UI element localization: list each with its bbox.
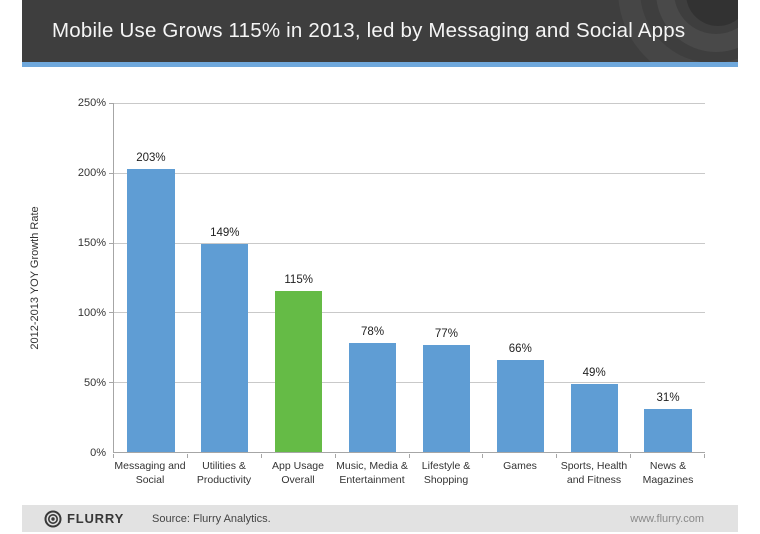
bar-value-label: 115%: [284, 274, 313, 287]
flurry-brand-text: FLURRY: [67, 511, 125, 526]
bar: 31%: [644, 392, 692, 452]
bar-category-label: News & Magazines: [642, 460, 694, 486]
y-axis-tick: [109, 382, 114, 384]
source-credit: Source: Flurry Analytics.: [152, 512, 271, 525]
bar-value-label: 77%: [434, 327, 458, 340]
bar-columns: 203% 149% 115% 78% 77% 66% 49% 31%: [114, 103, 705, 452]
bar-column: 203%: [114, 103, 188, 452]
bar: 115%: [275, 274, 323, 452]
slide-footer: FLURRY Source: Flurry Analytics. www.flu…: [22, 505, 738, 532]
bar-category-label: App Usage Overall: [272, 460, 324, 486]
bar-column: 66%: [483, 103, 557, 452]
bar-category-label: Games: [503, 460, 537, 472]
y-axis-tick-label: 150%: [77, 237, 106, 249]
y-axis-tick-label: 50%: [83, 377, 106, 389]
bar: 49%: [570, 367, 618, 452]
bar: 78%: [348, 326, 397, 452]
bar-category-label: Lifestyle & Shopping: [421, 460, 471, 486]
flurry-rings-icon: [44, 510, 62, 528]
y-axis-tick-label: 250%: [77, 97, 106, 109]
bar: 66%: [496, 343, 544, 452]
y-axis-tick: [109, 242, 114, 244]
gridline: [114, 312, 705, 314]
slide-title: Mobile Use Grows 115% in 2013, led by Me…: [52, 19, 686, 42]
bar-value-label: 149%: [210, 227, 240, 239]
bar-category-label: Utilities & Productivity: [196, 460, 252, 486]
x-axis-tick-cell: [336, 454, 410, 458]
x-axis-tick-cell: [557, 454, 632, 458]
category-labels: Messaging and Social Utilities & Producti…: [113, 460, 705, 487]
y-axis-tick: [109, 103, 114, 104]
flurry-rings-decoration-icon: [686, 0, 738, 26]
gridline: [114, 382, 705, 384]
y-axis-title: 2012-2013 YOY Growth Rate: [29, 206, 41, 350]
y-axis-tick: [109, 312, 114, 314]
bar-column: 78%: [336, 103, 410, 452]
x-axis-tick-cell: [410, 454, 484, 458]
y-axis-tick: [109, 172, 114, 174]
bar-category-label: Messaging and Social: [114, 460, 186, 486]
x-axis-tick-cell: [188, 454, 262, 458]
slide-header: Mobile Use Grows 115% in 2013, led by Me…: [22, 0, 738, 62]
bar-value-label: 203%: [136, 151, 166, 164]
website-link[interactable]: www.flurry.com: [630, 512, 704, 525]
bar-category-label: Music, Media & Entertainment: [336, 460, 408, 486]
flurry-logo: FLURRY: [44, 510, 124, 528]
x-axis-tick-cell: [114, 454, 188, 458]
bar-column: 115%: [262, 103, 336, 452]
x-axis-tick-cell: [631, 454, 705, 458]
bar-category-label: Sports, Health and Fitness: [560, 460, 628, 486]
bar: 149%: [201, 227, 249, 452]
gridline: [114, 172, 705, 174]
bar-value-label: 78%: [361, 326, 385, 339]
bar-value-label: 31%: [656, 391, 680, 404]
x-axis-tick-cell: [262, 454, 336, 458]
bar-value-label: 66%: [508, 342, 532, 355]
gridline: [114, 242, 705, 244]
bar-column: 149%: [188, 103, 262, 452]
bar: 203%: [127, 152, 175, 452]
header-accent-strip: [22, 62, 738, 67]
bar-column: 77%: [410, 103, 484, 452]
y-axis-tick-label: 200%: [77, 167, 106, 179]
x-axis-ticks: [113, 454, 705, 458]
gridline: [114, 103, 705, 104]
bar-column: 49%: [557, 103, 631, 452]
bar-column: 31%: [631, 103, 705, 452]
bar-value-label: 49%: [582, 366, 606, 379]
y-axis-tick-label: 100%: [77, 307, 106, 319]
x-axis-tick-cell: [483, 454, 558, 458]
y-axis-tick-label: 0%: [90, 447, 106, 459]
bar-chart-plot-area: 203% 149% 115% 78% 77% 66% 49% 31%: [109, 103, 705, 453]
bar: 77%: [422, 328, 471, 452]
